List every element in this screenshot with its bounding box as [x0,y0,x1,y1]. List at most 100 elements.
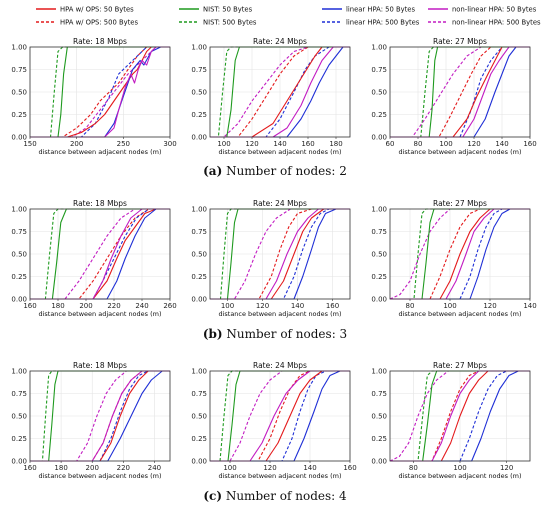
x-tick-label: 240 [148,464,161,472]
series-line-linear-hpa-50-bytes [30,46,170,138]
series-line-linear-hpa-50-bytes [390,208,530,300]
plot-frame [209,208,351,300]
x-tick-label: 160 [23,302,36,310]
y-tick-label: 0.50 [191,250,207,258]
series-line-linear-hpa-500-bytes [30,46,170,138]
y-tick-label: 0.75 [11,66,27,74]
series-line-hpa-w-ops-50-bytes [30,370,170,462]
x-tick-label: 140 [523,302,536,310]
series-line-non-linear-hpa-50-bytes [30,370,170,462]
series-line-non-linear-hpa-500-bytes [390,46,530,138]
series-line-linear-hpa-50-bytes [210,208,350,300]
y-tick-label: 1.00 [371,43,387,51]
caption-1: (a) Number of nodes: 2 [203,164,347,178]
chart-panel-3: 0.00 0.25 0.50 0.75 1.00 60 80 100 120 140 160 Rate… [371,37,536,156]
y-tick-label: 1.00 [191,367,207,375]
series-line-non-linear-hpa-50-bytes [30,208,170,300]
y-tick-label: 0.75 [371,66,387,74]
plot-frame [389,208,531,300]
x-tick-label: 60 [386,140,395,148]
legend-entry-non-linear-hpa-500-bytes: non-linear HPA: 500 Bytes [428,19,541,27]
series-line-hpa-w-ops-50-bytes [30,46,170,138]
x-tick-label: 160 [301,140,314,148]
x-tick-label: 200 [86,464,99,472]
series-line-linear-hpa-50-bytes [30,208,170,300]
y-tick-label: 0.25 [371,273,387,281]
chart-panel-9: 0.00 0.25 0.50 0.75 1.00 80 100 120 Rate: 27 Mbp… [371,361,531,480]
captions: (a) Number of nodes: 2 (b) Number of node… [203,164,347,503]
x-tick-label: 160 [523,140,536,148]
legend-entry-nist-50-bytes: NIST: 50 Bytes [179,6,253,14]
series-line-linear-hpa-50-bytes [210,46,350,138]
x-tick-label: 160 [326,302,339,310]
caption-label: (b) [203,327,223,341]
y-tick-label: 0.25 [11,111,27,119]
legend-entry-hpa-w-ops-50-bytes: HPA w/ OPS: 50 Bytes [36,6,134,14]
series-line-hpa-w-ops-50-bytes [210,208,350,300]
legend-label: NIST: 500 Bytes [203,19,257,27]
x-tick-label: 140 [495,140,508,148]
y-tick-label: 0.00 [11,133,27,141]
x-tick-label: 300 [163,140,176,148]
y-tick-label: 0.00 [371,295,387,303]
series-line-non-linear-hpa-50-bytes [30,46,170,138]
plot-frame [389,46,531,138]
x-axis-label: distance between adjacent nodes (m) [38,472,161,480]
x-tick-label: 220 [107,302,120,310]
chart-title: Rate: 24 Mbps [253,199,307,208]
chart-title: Rate: 24 Mbps [253,361,307,370]
series-line-non-linear-hpa-500-bytes [30,208,170,300]
y-tick-label: 0.00 [371,133,387,141]
chart-panel-8: 0.00 0.25 0.50 0.75 1.00 100 120 140 160 Rate: 24… [191,361,356,480]
series-line-non-linear-hpa-500-bytes [210,370,350,462]
legend-label: NIST: 50 Bytes [203,6,253,14]
caption-2: (b) Number of nodes: 3 [203,327,347,341]
series-line-non-linear-hpa-50-bytes [210,370,350,462]
y-tick-label: 0.00 [371,457,387,465]
x-tick-label: 80 [414,140,423,148]
legend-label: HPA w/ OPS: 50 Bytes [60,6,134,14]
chart-title: Rate: 27 Mbps [433,199,487,208]
y-tick-label: 0.50 [11,412,27,420]
plot-frame [29,208,171,300]
x-tick-label: 100 [223,464,236,472]
chart-title: Rate: 18 Mbps [73,361,127,370]
y-tick-label: 0.75 [11,390,27,398]
y-tick-label: 1.00 [11,367,27,375]
y-tick-label: 0.25 [11,273,27,281]
series-line-non-linear-hpa-500-bytes [30,370,170,462]
y-tick-label: 1.00 [191,205,207,213]
y-tick-label: 1.00 [371,205,387,213]
series-line-non-linear-hpa-50-bytes [390,370,530,462]
legend-entry-nist-500-bytes: NIST: 500 Bytes [179,19,257,27]
x-tick-label: 100 [439,140,452,148]
x-tick-label: 240 [135,302,148,310]
plot-frame [29,46,171,138]
y-tick-label: 0.25 [11,435,27,443]
series-line-hpa-w-ops-500-bytes [390,208,530,300]
x-tick-label: 120 [263,464,276,472]
series-line-hpa-w-ops-500-bytes [210,46,350,138]
y-tick-label: 0.75 [11,228,27,236]
x-axis-label: distance between adjacent nodes (m) [38,148,161,156]
chart-title: Rate: 27 Mbps [433,361,487,370]
y-tick-label: 1.00 [191,43,207,51]
x-tick-label: 220 [117,464,130,472]
x-tick-label: 260 [163,302,176,310]
x-axis-label: distance between adjacent nodes (m) [398,148,521,156]
caption-label: (c) [203,489,222,503]
panels: 0.00 0.25 0.50 0.75 1.00 150 200 250 300 Rate: 18… [11,37,536,480]
plot-frame [209,370,351,462]
series-line-linear-hpa-500-bytes [210,208,350,300]
y-tick-label: 0.50 [191,412,207,420]
plot-frame [29,370,171,462]
y-tick-label: 0.50 [11,88,27,96]
chart-panel-1: 0.00 0.25 0.50 0.75 1.00 150 200 250 300 Rate: 18… [11,37,176,156]
x-tick-label: 120 [483,302,496,310]
legend-label: linear HPA: 50 Bytes [346,6,415,14]
series-line-hpa-w-ops-50-bytes [30,208,170,300]
legend-label: non-linear HPA: 500 Bytes [452,19,541,27]
y-tick-label: 0.50 [371,412,387,420]
series-line-hpa-w-ops-50-bytes [390,208,530,300]
